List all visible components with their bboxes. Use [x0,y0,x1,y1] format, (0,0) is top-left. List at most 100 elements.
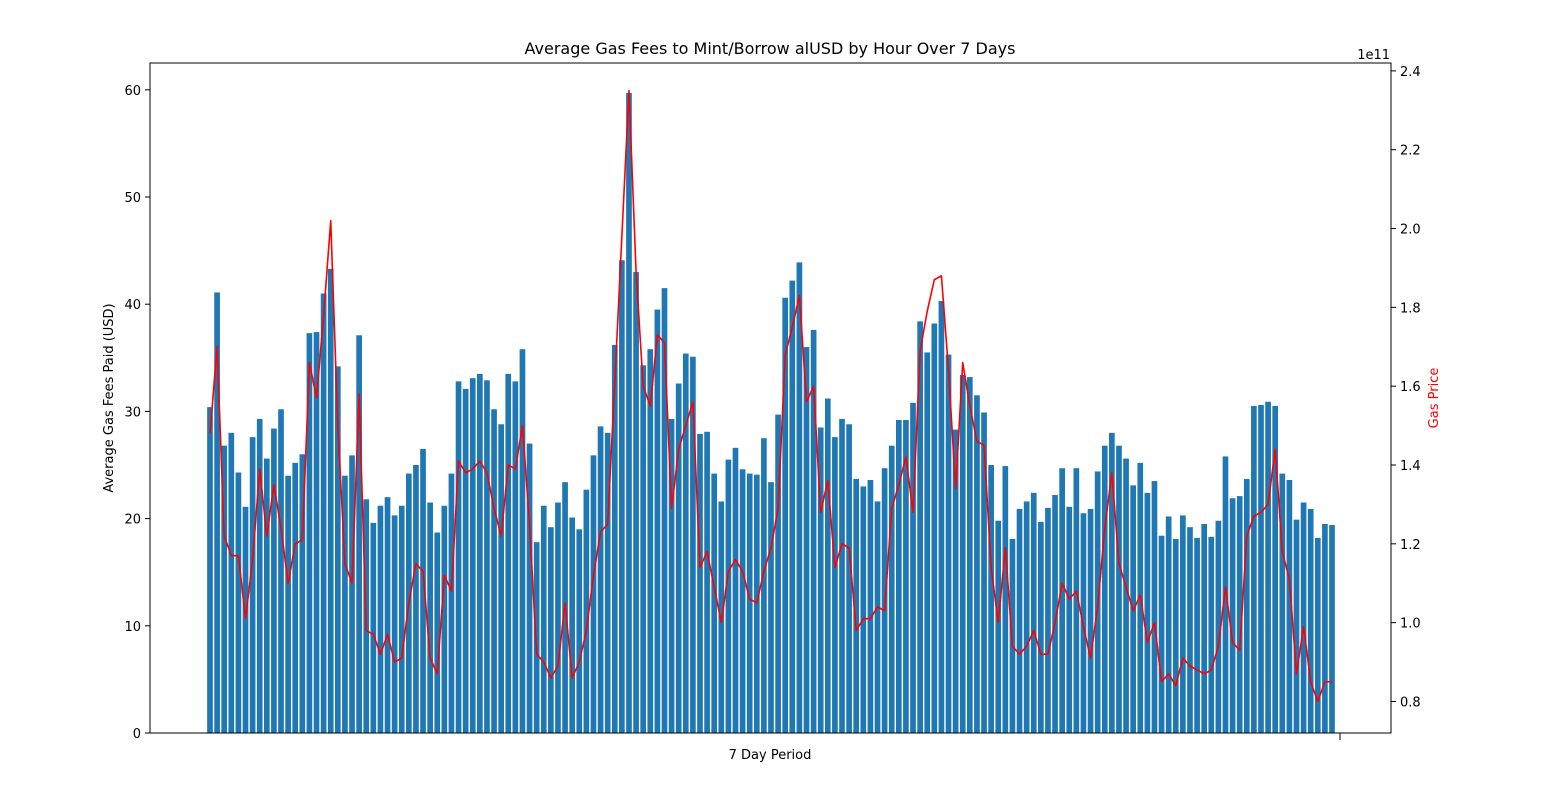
y2-offset-text: 1e11 [1357,48,1390,63]
y-tick-label: 0 [133,727,141,742]
bar-hour-154 [1293,519,1300,733]
y-axis-right: 0.8 1.0 1.2 1.4 1.6 1.8 2.0 2.2 2.4 [1391,65,1421,710]
y2-tick-label: 0.8 [1400,695,1421,710]
bar-hour-12 [285,475,291,733]
bar-hour-66 [668,418,675,733]
bar-hour-72 [711,473,718,733]
bar-hour-148 [1251,406,1257,733]
bar-hour-17 [320,293,327,733]
bar-hour-76 [739,469,746,733]
y-tick-label: 30 [124,405,141,420]
bar-hour-156 [1307,508,1314,733]
y2-tick-label: 2.4 [1400,65,1421,80]
bar-hour-26 [384,497,391,733]
bar-hour-104 [938,300,945,733]
bar-hour-83 [789,280,796,733]
bar-hour-63 [647,349,654,733]
bar-hour-74 [725,459,732,733]
bar-hour-127 [1101,445,1108,733]
bar-hour-10 [271,428,277,733]
bar-hour-130 [1123,458,1129,733]
bar-hour-37 [462,388,469,733]
bar-hour-82 [782,297,789,733]
bar-hour-94 [867,480,874,733]
bar-hour-34 [441,505,448,733]
bar-hour-102 [924,352,931,733]
bar-hour-159 [1329,525,1335,733]
bar-hour-80 [768,482,774,733]
bar-hour-118 [1038,521,1044,733]
bar-hour-158 [1322,523,1328,733]
bar-hour-38 [469,378,476,733]
bar-hour-69 [690,356,696,733]
bars-layer [207,93,1335,733]
bar-hour-65 [661,288,668,733]
bar-hour-110 [981,412,987,733]
bar-hour-35 [448,473,455,733]
y2-tick-label: 2.0 [1400,223,1421,238]
y2-tick-label: 2.2 [1400,144,1421,159]
bar-hour-70 [697,433,703,733]
line-layer [209,89,1332,703]
bar-hour-140 [1194,537,1200,733]
y-axis-left: 0 10 20 30 40 50 60 [124,84,150,742]
bar-hour-3 [221,445,228,733]
bar-hour-139 [1187,527,1193,733]
bar-hour-107 [959,374,966,733]
bar-hour-86 [810,329,817,733]
bar-hour-59 [619,260,625,733]
bar-hour-31 [420,448,426,733]
y-axis-title: Average Gas Fees Paid (USD) [102,303,117,492]
chart-title: Average Gas Fees to Mint/Borrow alUSD by… [525,39,1016,58]
bar-hour-95 [874,501,881,733]
bar-hour-42 [498,424,504,733]
bar-hour-21 [349,455,355,733]
bar-hour-138 [1180,515,1186,733]
bar-hour-50 [555,502,561,733]
bar-hour-60 [626,93,632,733]
x-axis-title: 7 Day Period [729,748,812,763]
bar-hour-45 [519,349,526,733]
bar-hour-122 [1066,506,1073,733]
bar-hour-112 [995,520,1002,733]
bar-hour-36 [455,381,462,733]
bar-hour-103 [931,323,938,733]
bar-hour-129 [1116,445,1122,733]
bar-hour-1 [207,407,213,733]
bar-hour-85 [803,347,810,733]
bar-hour-33 [434,532,441,733]
bar-hour-55 [590,455,597,733]
y-tick-label: 40 [124,298,141,313]
y-tick-label: 50 [124,191,141,206]
bar-hour-18 [327,268,334,733]
bar-hour-79 [761,438,767,733]
bar-hour-54 [583,489,590,733]
bar-hour-41 [491,409,497,733]
bar-hour-13 [292,462,299,733]
bar-hour-64 [654,309,661,733]
bar-hour-157 [1314,537,1321,733]
bar-hour-120 [1052,495,1058,733]
bar-hour-136 [1165,516,1172,733]
y2-tick-label: 1.0 [1400,617,1421,632]
bar-hour-43 [505,373,512,733]
bar-hour-117 [1030,492,1037,733]
bar-hour-152 [1279,473,1286,733]
bar-hour-7 [249,437,256,733]
bar-hour-119 [1045,507,1051,733]
bar-hour-71 [704,431,710,733]
y-tick-label: 60 [124,84,141,99]
bar-hour-113 [1002,466,1009,733]
bar-hour-149 [1258,404,1264,733]
bar-hour-105 [945,354,952,733]
bar-hour-62 [640,365,647,733]
bar-hour-9 [263,458,270,733]
y2-axis-title: Gas Price [1427,368,1442,429]
bar-hour-32 [427,502,433,733]
bar-hour-121 [1059,468,1065,733]
bar-hour-52 [569,517,575,733]
bar-hour-135 [1158,535,1165,733]
bar-hour-106 [952,429,959,733]
bar-hour-81 [775,414,781,733]
